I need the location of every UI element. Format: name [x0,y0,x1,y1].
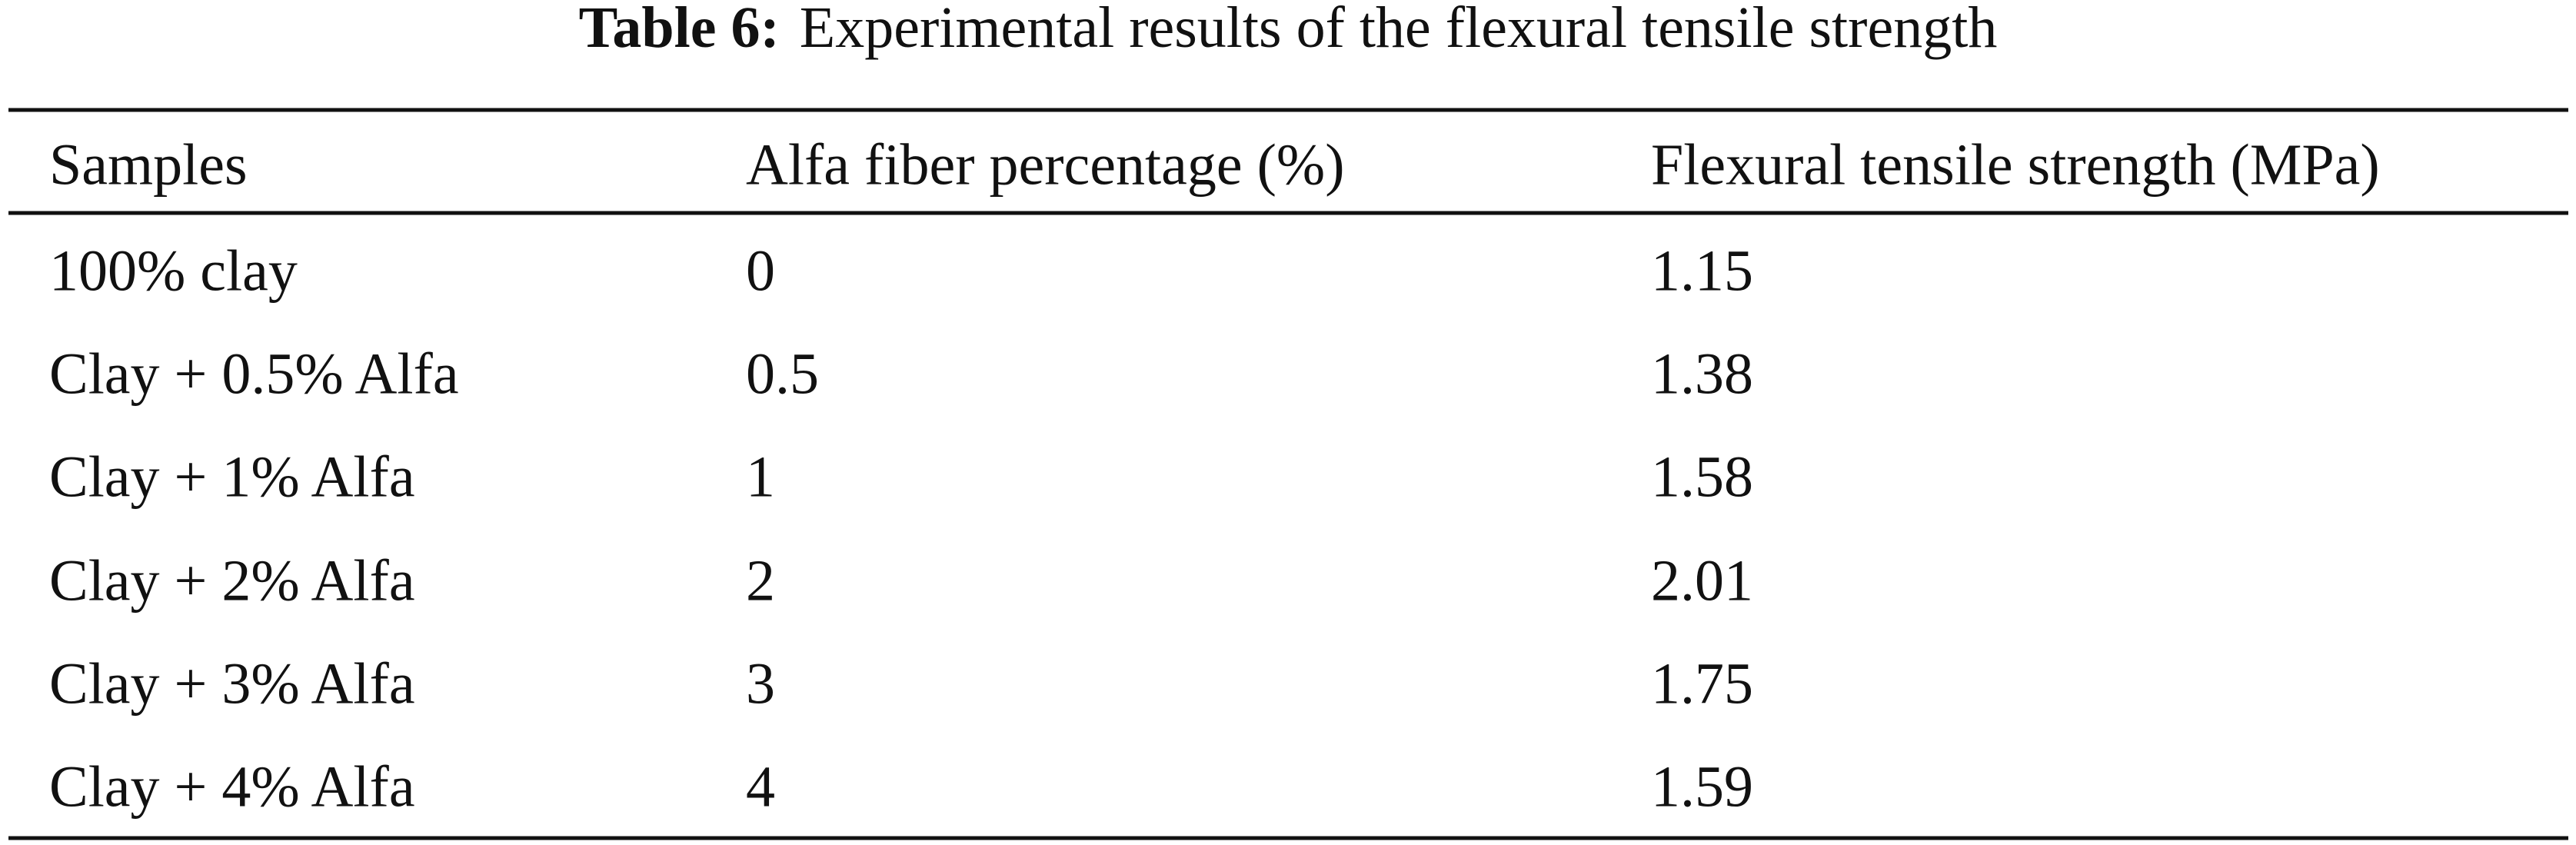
caption-label: Table 6: [579,0,780,60]
header-cell: Samples [49,132,248,197]
table-cell: 100% clay [49,238,298,303]
table-cell: Clay + 1% Alfa [49,444,415,509]
table-cell: 1.15 [1651,238,1753,303]
caption: Table 6: Experimental results of the flex… [579,0,1998,60]
table-cell: Clay + 3% Alfa [49,651,415,716]
table-cell: 2 [746,548,775,613]
table-cell: 0 [746,238,775,303]
table-cell: 3 [746,651,775,716]
table-cell: 1.38 [1651,341,1753,406]
table-cell: 1.59 [1651,754,1753,819]
table-cell: 1.58 [1651,444,1753,509]
table-cell: Clay + 4% Alfa [49,754,415,819]
header-cell: Flexural tensile strength (MPa) [1651,132,2380,197]
table-cell: Clay + 0.5% Alfa [49,341,459,406]
table-cell: 1 [746,444,775,509]
caption-text: Experimental results of the flexural ten… [800,0,1998,60]
header-cell: Alfa fiber percentage (%) [746,132,1345,197]
table-cell: 2.01 [1651,548,1753,613]
table-cell: 4 [746,754,775,819]
table-cell: Clay + 2% Alfa [49,548,415,613]
table-cell: 1.75 [1651,651,1753,716]
table-cell: 0.5 [746,341,819,406]
